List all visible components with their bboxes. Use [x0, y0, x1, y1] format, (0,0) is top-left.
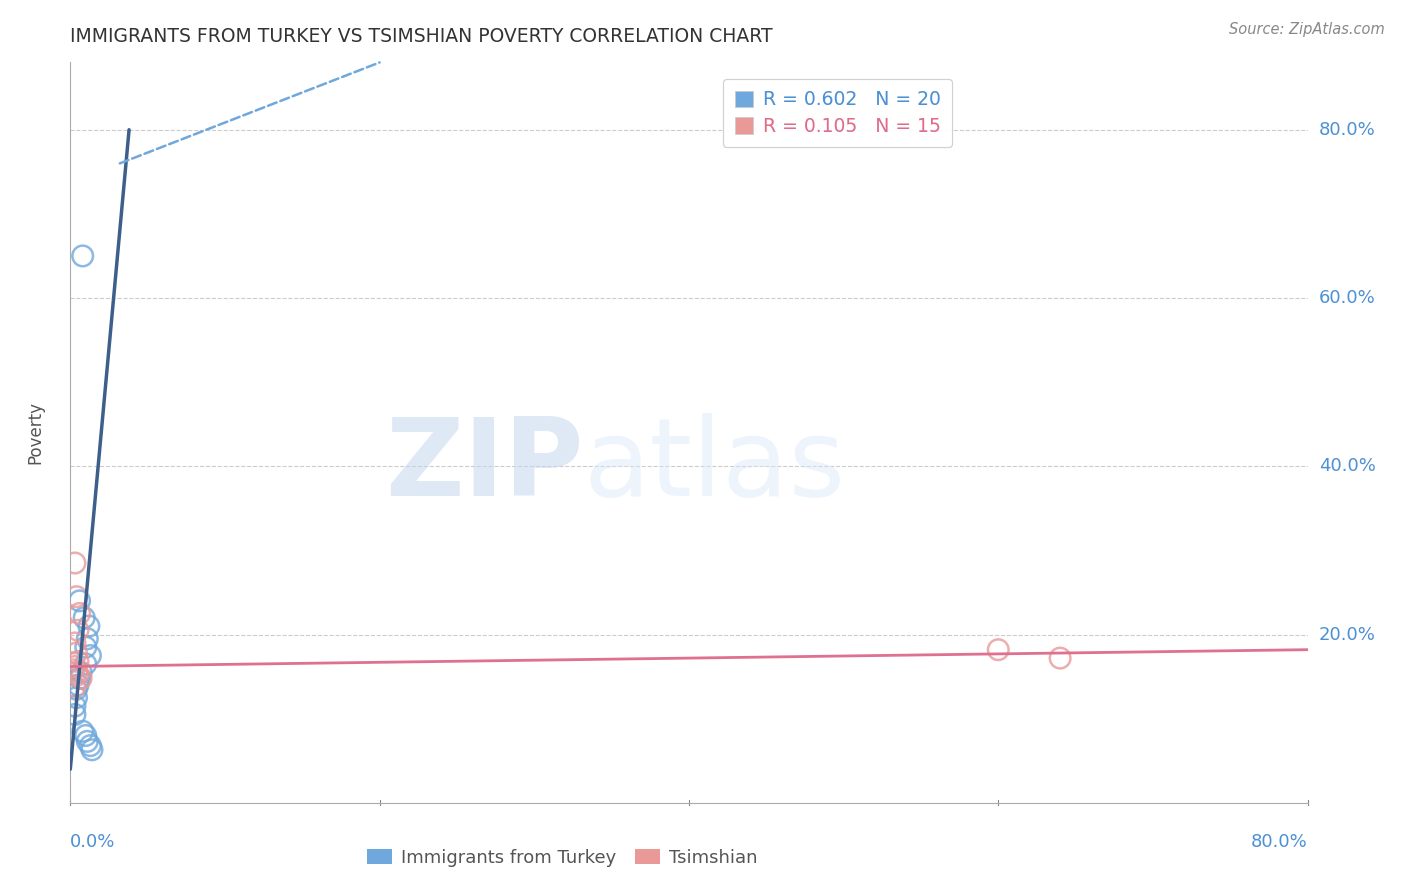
Point: [69, 671, 91, 685]
Point: [63, 556, 86, 570]
Point: [987, 642, 1010, 657]
Point: [62, 663, 84, 677]
Text: IMMIGRANTS FROM TURKEY VS TSIMSHIAN POVERTY CORRELATION CHART: IMMIGRANTS FROM TURKEY VS TSIMSHIAN POVE…: [70, 27, 773, 45]
Point: [1049, 651, 1071, 665]
Point: [72, 724, 94, 739]
Point: [65, 646, 87, 660]
Point: [69, 594, 91, 608]
Point: [63, 680, 86, 694]
Point: [65, 682, 87, 697]
Text: 80.0%: 80.0%: [1251, 833, 1308, 851]
Point: [69, 607, 91, 621]
Point: [80, 743, 103, 757]
Text: Source: ZipAtlas.com: Source: ZipAtlas.com: [1229, 22, 1385, 37]
Point: [65, 590, 87, 604]
Point: [75, 640, 97, 655]
Point: [73, 610, 96, 624]
Point: [67, 655, 90, 669]
Point: [75, 729, 97, 743]
Point: [75, 657, 97, 671]
Point: [72, 249, 94, 263]
Point: [79, 648, 101, 663]
Point: [70, 665, 93, 680]
Text: 40.0%: 40.0%: [1319, 458, 1375, 475]
Text: 80.0%: 80.0%: [1319, 120, 1375, 139]
Text: 0.0%: 0.0%: [70, 833, 115, 851]
Legend: R = 0.602   N = 20, R = 0.105   N = 15: R = 0.602 N = 20, R = 0.105 N = 15: [723, 79, 952, 147]
Point: [77, 619, 100, 633]
Point: [63, 707, 86, 722]
Text: 60.0%: 60.0%: [1319, 289, 1375, 307]
Point: [67, 668, 90, 682]
Point: [63, 659, 86, 673]
Point: [65, 665, 87, 680]
Point: [63, 636, 86, 650]
Point: [76, 734, 98, 748]
Point: [70, 671, 93, 685]
Point: [76, 632, 98, 646]
Point: [65, 690, 87, 705]
Point: [67, 624, 90, 638]
Point: [63, 699, 86, 714]
Text: atlas: atlas: [583, 413, 846, 519]
Legend: Immigrants from Turkey, Tsimshian: Immigrants from Turkey, Tsimshian: [360, 842, 765, 874]
Text: ZIP: ZIP: [385, 413, 583, 519]
Point: [79, 739, 101, 753]
Point: [67, 678, 90, 692]
Text: 20.0%: 20.0%: [1319, 625, 1375, 643]
Text: Poverty: Poverty: [27, 401, 45, 464]
